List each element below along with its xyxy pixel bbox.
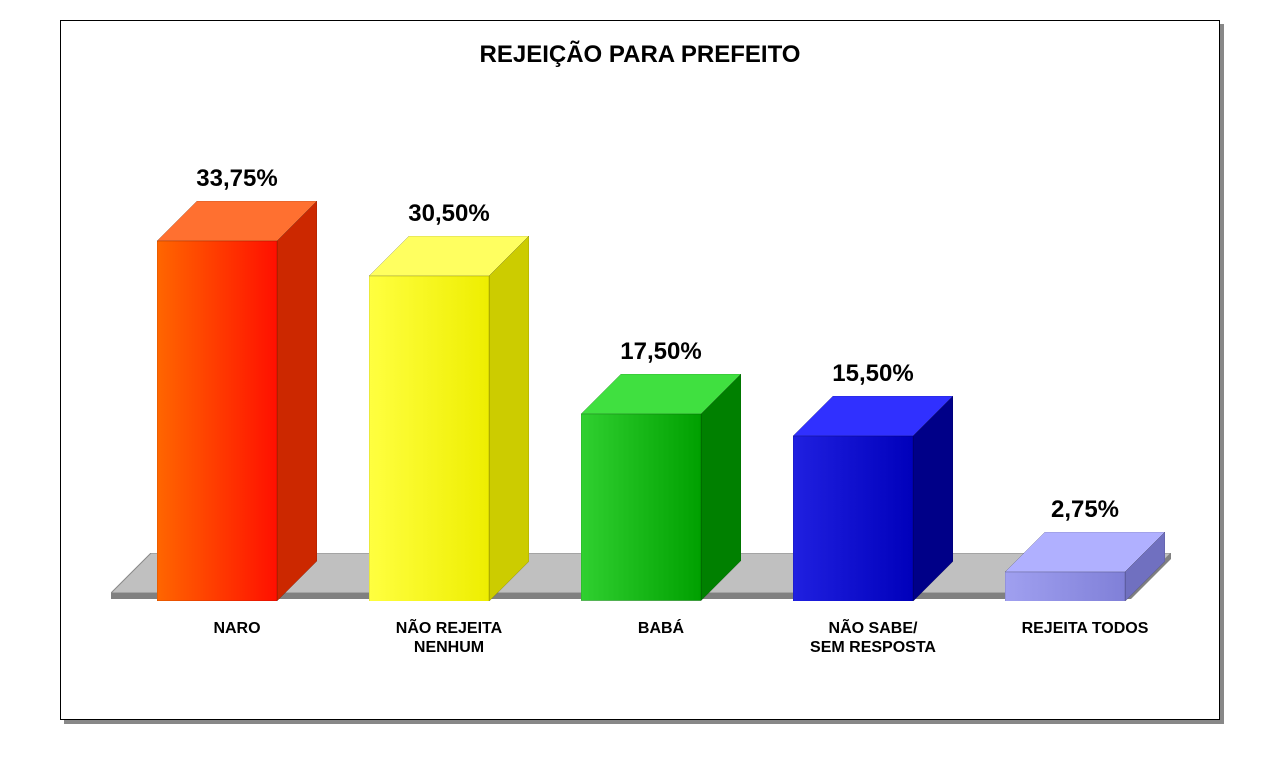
plot-area: 33,75%NARO30,50%NÃO REJEITA NENHUM17,50%… xyxy=(111,131,1171,651)
value-label-2: 17,50% xyxy=(561,338,761,366)
value-label-4: 2,75% xyxy=(985,496,1185,524)
chart-container: REJEIÇÃO PARA PREFEITO 33,75% NARO 30,50% N… xyxy=(60,20,1220,720)
chart-title: REJEIÇÃO PARA PREFEITO xyxy=(61,41,1219,69)
category-label-3: NÃO SABE/ SEM RESPOSTA xyxy=(763,619,983,657)
category-label-2: BABÁ xyxy=(551,619,771,638)
bar-0 xyxy=(157,201,317,601)
bar-shape xyxy=(1005,532,1165,601)
category-label-4: REJEITA TODOS xyxy=(975,619,1195,638)
bar-3 xyxy=(793,396,953,601)
bar-shape xyxy=(157,201,317,601)
category-label-1: NÃO REJEITA NENHUM xyxy=(339,619,559,657)
value-label-1: 30,50% xyxy=(349,200,549,228)
bar-shape xyxy=(793,396,953,601)
bar-4 xyxy=(1005,532,1165,601)
bar-shape xyxy=(369,236,529,601)
category-label-0: NARO xyxy=(127,619,347,638)
bar-2 xyxy=(581,374,741,601)
value-label-3: 15,50% xyxy=(773,360,973,388)
value-label-0: 33,75% xyxy=(137,165,337,193)
bar-1 xyxy=(369,236,529,601)
bar-shape xyxy=(581,374,741,601)
